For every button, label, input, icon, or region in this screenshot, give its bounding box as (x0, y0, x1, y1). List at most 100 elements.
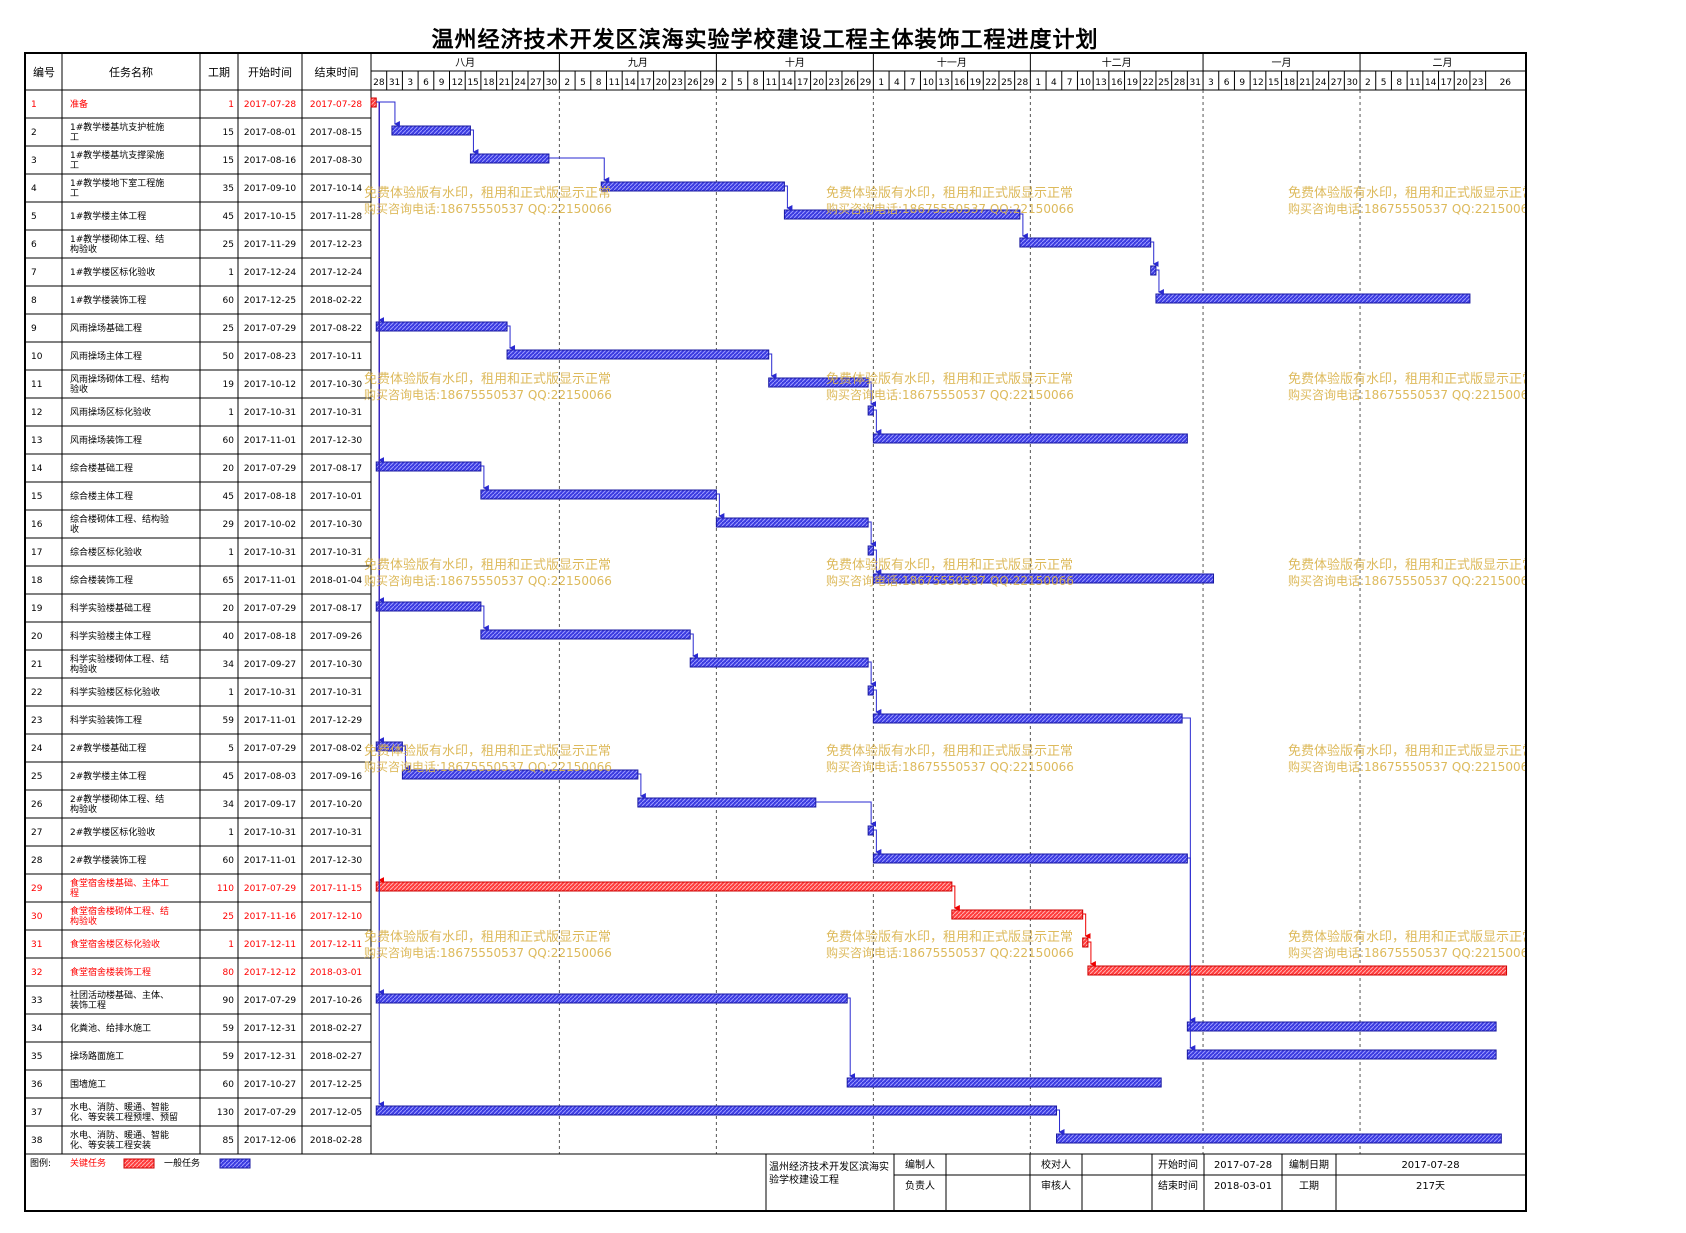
task-bar[interactable] (867, 545, 874, 556)
task-bar[interactable] (480, 489, 717, 500)
task-duration: 1 (228, 548, 234, 558)
task-start: 2017-09-27 (244, 660, 296, 670)
table-row[interactable]: 32 食堂宿舍楼装饰工程 80 2017-12-12 2018-03-01 (31, 966, 362, 978)
table-row[interactable]: 36 围墙施工 60 2017-10-27 2017-12-25 (31, 1078, 362, 1090)
table-row[interactable]: 20 科学实验楼主体工程 40 2017-08-18 2017-09-26 (31, 630, 362, 642)
table-row[interactable]: 34 化粪池、给排水施工 59 2017-12-31 2018-02-27 (31, 1022, 362, 1034)
watermark-line1: 免费体验版有水印，租用和正式版显示正常 (364, 929, 611, 945)
critical-task-bar[interactable] (951, 909, 1084, 920)
watermark-line1: 免费体验版有水印，租用和正式版显示正常 (826, 371, 1073, 387)
watermark-line1: 免费体验版有水印，租用和正式版显示正常 (364, 185, 611, 201)
task-bar[interactable] (506, 349, 770, 360)
table-row[interactable]: 35 操场路面施工 59 2017-12-31 2018-02-27 (31, 1050, 362, 1062)
table-row[interactable]: 7 1#教学楼区标化验收 1 2017-12-24 2017-12-24 (31, 266, 362, 278)
table-row[interactable]: 9 风雨操场基础工程 25 2017-07-29 2017-08-22 (31, 322, 362, 334)
task-bar[interactable] (1155, 293, 1471, 304)
footer-start-value: 2017-07-28 (1214, 1160, 1272, 1171)
task-name-cont: 工 (70, 189, 79, 199)
task-bar[interactable] (872, 433, 1188, 444)
task-bar[interactable] (1019, 237, 1152, 248)
task-start: 2017-10-02 (244, 520, 296, 530)
task-name: 准备 (70, 98, 88, 110)
table-row[interactable]: 38 水电、消防、暖通、智能化、等安装工程安装 85 2017-12-06 2018-0… (31, 1129, 362, 1151)
critical-task-bar[interactable] (375, 881, 953, 892)
task-id: 28 (31, 856, 43, 866)
task-bar[interactable] (375, 461, 482, 472)
task-bar[interactable] (872, 713, 1183, 724)
task-bar[interactable] (846, 1077, 1162, 1088)
task-bar[interactable] (375, 993, 848, 1004)
task-bar[interactable] (1056, 1133, 1502, 1144)
footer-start-label: 开始时间 (1158, 1158, 1198, 1171)
task-duration: 15 (223, 128, 234, 138)
task-bar[interactable] (637, 797, 817, 808)
task-bar[interactable] (867, 685, 874, 696)
task-name-cont: 化、等安装工程预埋、预留 (70, 1111, 178, 1123)
task-bar[interactable] (689, 657, 869, 668)
task-start: 2017-11-16 (244, 912, 297, 922)
task-bar[interactable] (872, 853, 1188, 864)
table-row[interactable]: 27 2#教学楼区标化验收 1 2017-10-31 2017-10-31 (31, 826, 362, 838)
day-tick-label: 9 (439, 78, 445, 88)
task-bar[interactable] (375, 1105, 1058, 1116)
task-name-cont: 收 (70, 523, 79, 535)
table-row[interactable]: 17 综合楼区标化验收 1 2017-10-31 2017-10-31 (31, 546, 362, 558)
day-tick-label: 24 (1315, 78, 1327, 88)
task-bar[interactable] (1186, 1049, 1497, 1060)
critical-task-bar[interactable] (1082, 937, 1089, 948)
day-tick-label: 8 (753, 78, 759, 88)
task-bar[interactable] (600, 181, 785, 192)
task-bar[interactable] (1186, 1021, 1497, 1032)
table-row[interactable]: 23 科学实验装饰工程 59 2017-11-01 2017-12-29 (31, 714, 362, 726)
task-id: 33 (31, 996, 42, 1006)
table-row[interactable]: 1 准备 1 2017-07-28 2017-07-28 (31, 98, 362, 110)
task-bar[interactable] (1150, 265, 1157, 276)
table-row[interactable]: 13 风雨操场装饰工程 60 2017-11-01 2017-12-30 (31, 434, 362, 446)
task-start: 2017-07-29 (244, 464, 297, 474)
table-row[interactable]: 15 综合楼主体工程 45 2017-08-18 2017-10-01 (31, 490, 362, 502)
task-bar[interactable] (375, 601, 482, 612)
table-row[interactable]: 14 综合楼基础工程 20 2017-07-29 2017-08-17 (31, 462, 362, 474)
watermark-line2: 购买咨询电话:18675550537 QQ:22150066 (826, 945, 1074, 960)
task-bar[interactable] (872, 573, 1215, 584)
table-row[interactable]: 37 水电、消防、暖通、智能化、等安装工程预埋、预留 130 2017-07-29 20… (31, 1101, 362, 1123)
task-bar[interactable] (867, 405, 874, 416)
task-bar[interactable] (469, 153, 550, 164)
task-end: 2017-10-01 (310, 492, 362, 502)
table-row[interactable]: 31 食堂宿舍楼区标化验收 1 2017-12-11 2017-12-11 (31, 938, 362, 950)
table-row[interactable]: 28 2#教学楼装饰工程 60 2017-11-01 2017-12-30 (31, 854, 362, 866)
task-bar[interactable] (375, 321, 508, 332)
table-row[interactable]: 18 综合楼装饰工程 65 2017-11-01 2018-01-04 (31, 574, 362, 586)
task-name: 综合楼区标化验收 (70, 546, 142, 558)
table-row[interactable]: 12 风雨操场区标化验收 1 2017-10-31 2017-10-31 (31, 406, 362, 418)
critical-task-bar[interactable] (370, 97, 377, 108)
task-bar[interactable] (783, 209, 1021, 220)
table-row[interactable]: 5 1#教学楼主体工程 45 2017-10-15 2017-11-28 (31, 210, 362, 222)
dependency-link (847, 997, 856, 1079)
task-bar[interactable] (715, 517, 869, 528)
table-row[interactable]: 19 科学实验楼基础工程 20 2017-07-29 2017-08-17 (31, 602, 362, 614)
task-bar[interactable] (867, 825, 874, 836)
table-row[interactable]: 10 风雨操场主体工程 50 2017-08-23 2017-10-11 (31, 350, 362, 362)
table-row[interactable]: 25 2#教学楼主体工程 45 2017-08-03 2017-09-16 (31, 770, 362, 782)
table-row[interactable]: 24 2#教学楼基础工程 5 2017-07-29 2017-08-02 (31, 742, 362, 754)
task-name: 1#教学楼地下室工程施 (70, 177, 164, 189)
day-tick-label: 12 (452, 78, 463, 88)
critical-task-bar[interactable] (1087, 965, 1508, 976)
task-bar[interactable] (480, 629, 691, 640)
month-label: 八月 (455, 57, 475, 69)
table-row[interactable]: 8 1#教学楼装饰工程 60 2017-12-25 2018-02-22 (31, 294, 362, 306)
task-bar[interactable] (391, 125, 471, 136)
table-row[interactable]: 33 社团活动楼基础、主体、装饰工程 90 2017-07-29 2017-10-26 (31, 989, 362, 1011)
table-row[interactable]: 22 科学实验楼区标化验收 1 2017-10-31 2017-10-31 (31, 686, 362, 698)
table-row[interactable]: 29 食堂宿舍楼基础、主体工程 110 2017-07-29 2017-11-15 (31, 877, 362, 899)
